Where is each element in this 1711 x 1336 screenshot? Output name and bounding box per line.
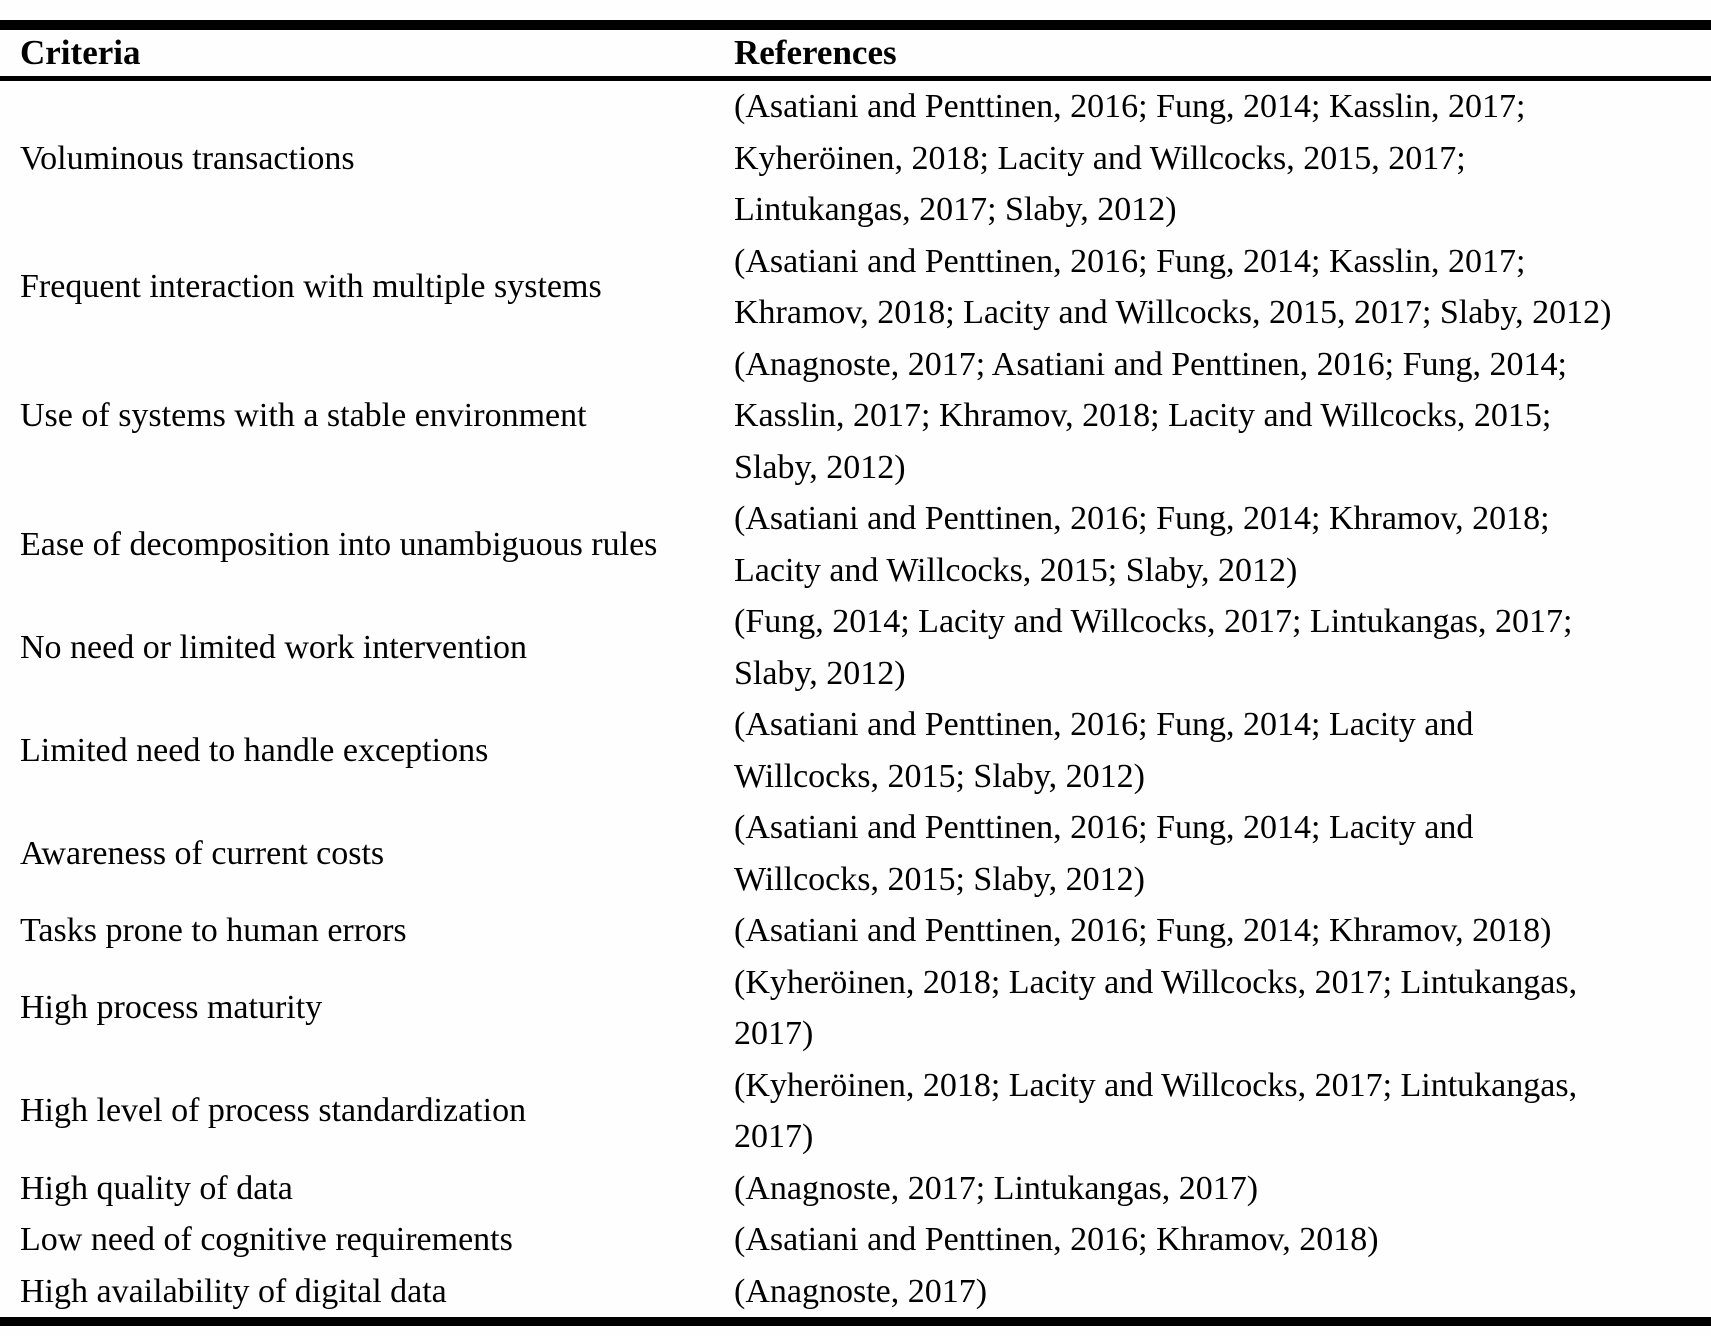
references-cell: (Anagnoste, 2017) bbox=[734, 1266, 1711, 1318]
table-row: High level of process standardization (Ky… bbox=[0, 1060, 1711, 1163]
references-cell: (Asatiani and Penttinen, 2016; Fung, 201… bbox=[734, 699, 1711, 802]
reference-line: Lacity and Willcocks, 2015; Slaby, 2012) bbox=[734, 551, 1298, 589]
criteria-cell: Awareness of current costs bbox=[0, 802, 734, 905]
reference-line: (Asatiani and Penttinen, 2016; Fung, 201… bbox=[734, 88, 1526, 125]
criteria-cell: Ease of decomposition into unambiguous r… bbox=[0, 493, 734, 596]
references-cell: (Fung, 2014; Lacity and Willcocks, 2017;… bbox=[734, 596, 1711, 699]
criteria-text: High availability of digital data bbox=[20, 1272, 447, 1310]
references-cell: (Asatiani and Penttinen, 2016; Fung, 201… bbox=[734, 81, 1711, 236]
criteria-cell: Low need of cognitive requirements bbox=[0, 1214, 734, 1266]
criteria-text: Use of systems with a stable environment bbox=[20, 397, 587, 434]
reference-line: (Asatiani and Penttinen, 2016; Fung, 201… bbox=[734, 500, 1550, 537]
table-row: High availability of digital data (Anagno… bbox=[0, 1266, 1711, 1318]
criteria-cell: Voluminous transactions bbox=[0, 81, 734, 236]
references-cell: (Anagnoste, 2017; Asatiani and Penttinen… bbox=[734, 339, 1711, 494]
criteria-cell: Use of systems with a stable environment bbox=[0, 339, 734, 494]
criteria-cell: High level of process standardization bbox=[0, 1060, 734, 1163]
table-row: Limited need to handle exceptions (Asatia… bbox=[0, 699, 1711, 802]
reference-line: (Asatiani and Penttinen, 2016; Fung, 201… bbox=[734, 706, 1474, 743]
references-cell: (Asatiani and Penttinen, 2016; Fung, 201… bbox=[734, 905, 1711, 957]
reference-line: (Asatiani and Penttinen, 2016; Fung, 201… bbox=[734, 809, 1474, 846]
table-row: Ease of decomposition into unambiguous r… bbox=[0, 493, 1711, 596]
column-header-references: References bbox=[734, 33, 897, 72]
reference-line: (Kyheröinen, 2018; Lacity and Willcocks,… bbox=[734, 963, 1578, 1001]
criteria-cell: Frequent interaction with multiple syste… bbox=[0, 236, 734, 339]
references-cell: (Kyheröinen, 2018; Lacity and Willcocks,… bbox=[734, 957, 1711, 1060]
criteria-text: Frequent interaction with multiple syste… bbox=[20, 268, 602, 306]
references-cell: (Asatiani and Penttinen, 2016; Khramov, … bbox=[734, 1214, 1711, 1266]
criteria-text: Limited need to handle exceptions bbox=[20, 731, 489, 769]
references-cell: (Anagnoste, 2017; Lintukangas, 2017) bbox=[734, 1163, 1711, 1215]
table-header-row: Criteria References bbox=[0, 30, 1711, 76]
reference-line: 2017) bbox=[734, 1015, 814, 1052]
table-row: Voluminous transactions (Asatiani and Pen… bbox=[0, 81, 1711, 236]
reference-line: 2017) bbox=[734, 1118, 814, 1155]
reference-line: Willcocks, 2015; Slaby, 2012) bbox=[734, 860, 1145, 898]
reference-line: (Asatiani and Penttinen, 2016; Fung, 201… bbox=[734, 912, 1552, 949]
table-row: Frequent interaction with multiple syste… bbox=[0, 236, 1711, 339]
reference-line: (Anagnoste, 2017; Lintukangas, 2017) bbox=[734, 1169, 1259, 1207]
reference-line: (Kyheröinen, 2018; Lacity and Willcocks,… bbox=[734, 1066, 1578, 1104]
references-cell: (Asatiani and Penttinen, 2016; Fung, 201… bbox=[734, 802, 1711, 905]
criteria-cell: High process maturity bbox=[0, 957, 734, 1060]
reference-line: (Fung, 2014; Lacity and Willcocks, 2017;… bbox=[734, 603, 1573, 640]
criteria-text: High process maturity bbox=[20, 989, 323, 1027]
reference-line: Kasslin, 2017; Khramov, 2018; Lacity and… bbox=[734, 397, 1552, 434]
criteria-text: No need or limited work intervention bbox=[20, 628, 528, 666]
criteria-text: Voluminous transactions bbox=[20, 139, 355, 177]
table-row: Awareness of current costs (Asatiani and … bbox=[0, 802, 1711, 905]
table-row: No need or limited work intervention (Fun… bbox=[0, 596, 1711, 699]
reference-line: Slaby, 2012) bbox=[734, 448, 906, 486]
table-row: Tasks prone to human errors (Asatiani and… bbox=[0, 905, 1711, 957]
criteria-cell: High quality of data bbox=[0, 1163, 734, 1215]
references-cell: (Asatiani and Penttinen, 2016; Fung, 201… bbox=[734, 236, 1711, 339]
criteria-text: Awareness of current costs bbox=[20, 834, 385, 872]
references-cell: (Asatiani and Penttinen, 2016; Fung, 201… bbox=[734, 493, 1711, 596]
reference-line: (Anagnoste, 2017) bbox=[734, 1272, 988, 1310]
table-row: High quality of data (Anagnoste, 2017; Li… bbox=[0, 1163, 1711, 1215]
criteria-text: Tasks prone to human errors bbox=[20, 912, 407, 949]
column-header-criteria: Criteria bbox=[20, 33, 141, 72]
criteria-cell: High availability of digital data bbox=[0, 1266, 734, 1318]
reference-line: Lintukangas, 2017; Slaby, 2012) bbox=[734, 191, 1177, 228]
header-underline bbox=[0, 76, 1711, 81]
criteria-text: High quality of data bbox=[20, 1169, 293, 1207]
reference-line: Slaby, 2012) bbox=[734, 654, 906, 692]
criteria-cell: Limited need to handle exceptions bbox=[0, 699, 734, 802]
criteria-cell: No need or limited work intervention bbox=[0, 596, 734, 699]
table-row: Use of systems with a stable environment… bbox=[0, 339, 1711, 494]
references-cell: (Kyheröinen, 2018; Lacity and Willcocks,… bbox=[734, 1060, 1711, 1163]
reference-line: (Asatiani and Penttinen, 2016; Fung, 201… bbox=[734, 242, 1526, 280]
table-top-border bbox=[0, 20, 1711, 30]
table-bottom-border bbox=[0, 1317, 1711, 1326]
reference-line: Khramov, 2018; Lacity and Willcocks, 201… bbox=[734, 294, 1612, 331]
reference-line: Kyheröinen, 2018; Lacity and Willcocks, … bbox=[734, 139, 1466, 177]
table-row: Low need of cognitive requirements (Asati… bbox=[0, 1214, 1711, 1266]
criteria-text: High level of process standardization bbox=[20, 1092, 527, 1130]
reference-line: (Anagnoste, 2017; Asatiani and Penttinen… bbox=[734, 345, 1567, 383]
criteria-text: Low need of cognitive requirements bbox=[20, 1221, 513, 1258]
criteria-cell: Tasks prone to human errors bbox=[0, 905, 734, 957]
reference-line: (Asatiani and Penttinen, 2016; Khramov, … bbox=[734, 1221, 1379, 1258]
reference-line: Willcocks, 2015; Slaby, 2012) bbox=[734, 757, 1145, 795]
table-row: High process maturity (Kyheröinen, 2018; … bbox=[0, 957, 1711, 1060]
table-body: Voluminous transactions (Asatiani and Pen… bbox=[0, 81, 1711, 1317]
criteria-text: Ease of decomposition into unambiguous r… bbox=[20, 525, 658, 563]
